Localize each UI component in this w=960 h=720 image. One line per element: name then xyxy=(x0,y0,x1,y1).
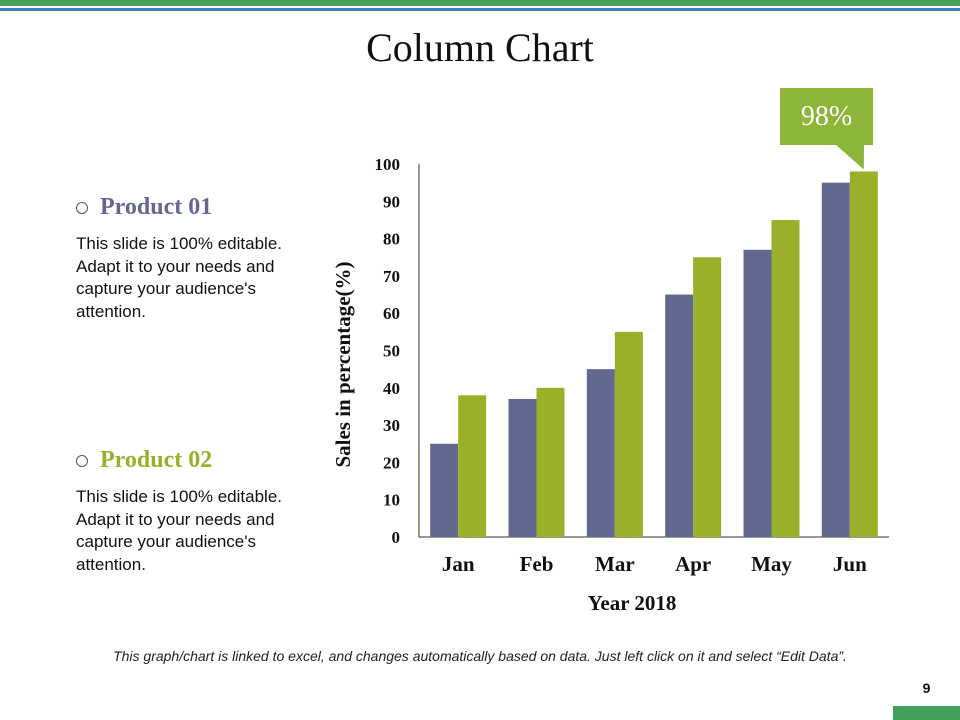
bar xyxy=(665,294,694,537)
bar xyxy=(586,369,615,537)
bottom-accent-bar xyxy=(893,706,960,720)
circle-bullet-icon xyxy=(76,454,88,467)
bar xyxy=(614,331,643,537)
product-02-label: Product 02 xyxy=(100,447,213,473)
y-tick-label: 80 xyxy=(383,230,400,249)
page-number: 9 xyxy=(922,680,931,696)
circle-bullet-icon xyxy=(76,201,88,214)
y-tick-label: 70 xyxy=(383,267,400,286)
product-01-description: This slide is 100% editable. Adapt it to… xyxy=(76,234,283,321)
callout-box xyxy=(780,88,873,170)
top-accent-bar xyxy=(0,0,960,6)
product-01-block: Product 01 This slide is 100% editable. … xyxy=(76,194,336,323)
slide-title: Column Chart xyxy=(366,25,594,70)
y-tick-label: 60 xyxy=(383,304,400,323)
y-tick-label: 20 xyxy=(383,453,400,472)
y-tick-label: 50 xyxy=(383,342,400,361)
y-axis-title: Sales in percentage(%) xyxy=(331,261,355,467)
product-02-heading: Product 02 xyxy=(76,447,336,474)
footnote: This graph/chart is linked to excel, and… xyxy=(113,648,847,664)
bar xyxy=(743,249,772,538)
column-chart[interactable]: 0 10 20 30 40 50 60 70 80 90 100 Jan Feb Mar Apr May Jun… xyxy=(0,0,960,640)
x-tick-label: Feb xyxy=(520,552,554,576)
callout-label: 98% xyxy=(801,101,852,132)
product-01-heading: Product 01 xyxy=(76,194,336,221)
x-tick-label: May xyxy=(751,552,792,576)
y-tick-label: 30 xyxy=(383,416,400,435)
product-02-block: Product 02 This slide is 100% editable. … xyxy=(76,447,336,576)
x-axis-title: Year 2018 xyxy=(588,591,677,615)
top-accent-line xyxy=(0,8,960,11)
y-tick-label: 40 xyxy=(383,379,400,398)
bar xyxy=(508,398,537,537)
bar xyxy=(536,387,565,537)
bar xyxy=(849,171,878,537)
bar xyxy=(821,182,850,537)
x-tick-label: Mar xyxy=(595,552,635,576)
bar xyxy=(458,395,487,537)
bar xyxy=(771,219,800,537)
x-tick-label: Jun xyxy=(833,552,867,576)
bar xyxy=(693,257,722,537)
x-tick-label: Apr xyxy=(675,552,711,576)
y-tick-label: 90 xyxy=(383,192,400,211)
y-tick-label: 0 xyxy=(392,528,401,547)
y-tick-label: 100 xyxy=(375,155,401,174)
product-01-label: Product 01 xyxy=(100,194,213,220)
product-02-description: This slide is 100% editable. Adapt it to… xyxy=(76,487,283,574)
bar xyxy=(430,443,459,537)
x-tick-label: Jan xyxy=(442,552,475,576)
y-tick-label: 10 xyxy=(383,491,400,510)
